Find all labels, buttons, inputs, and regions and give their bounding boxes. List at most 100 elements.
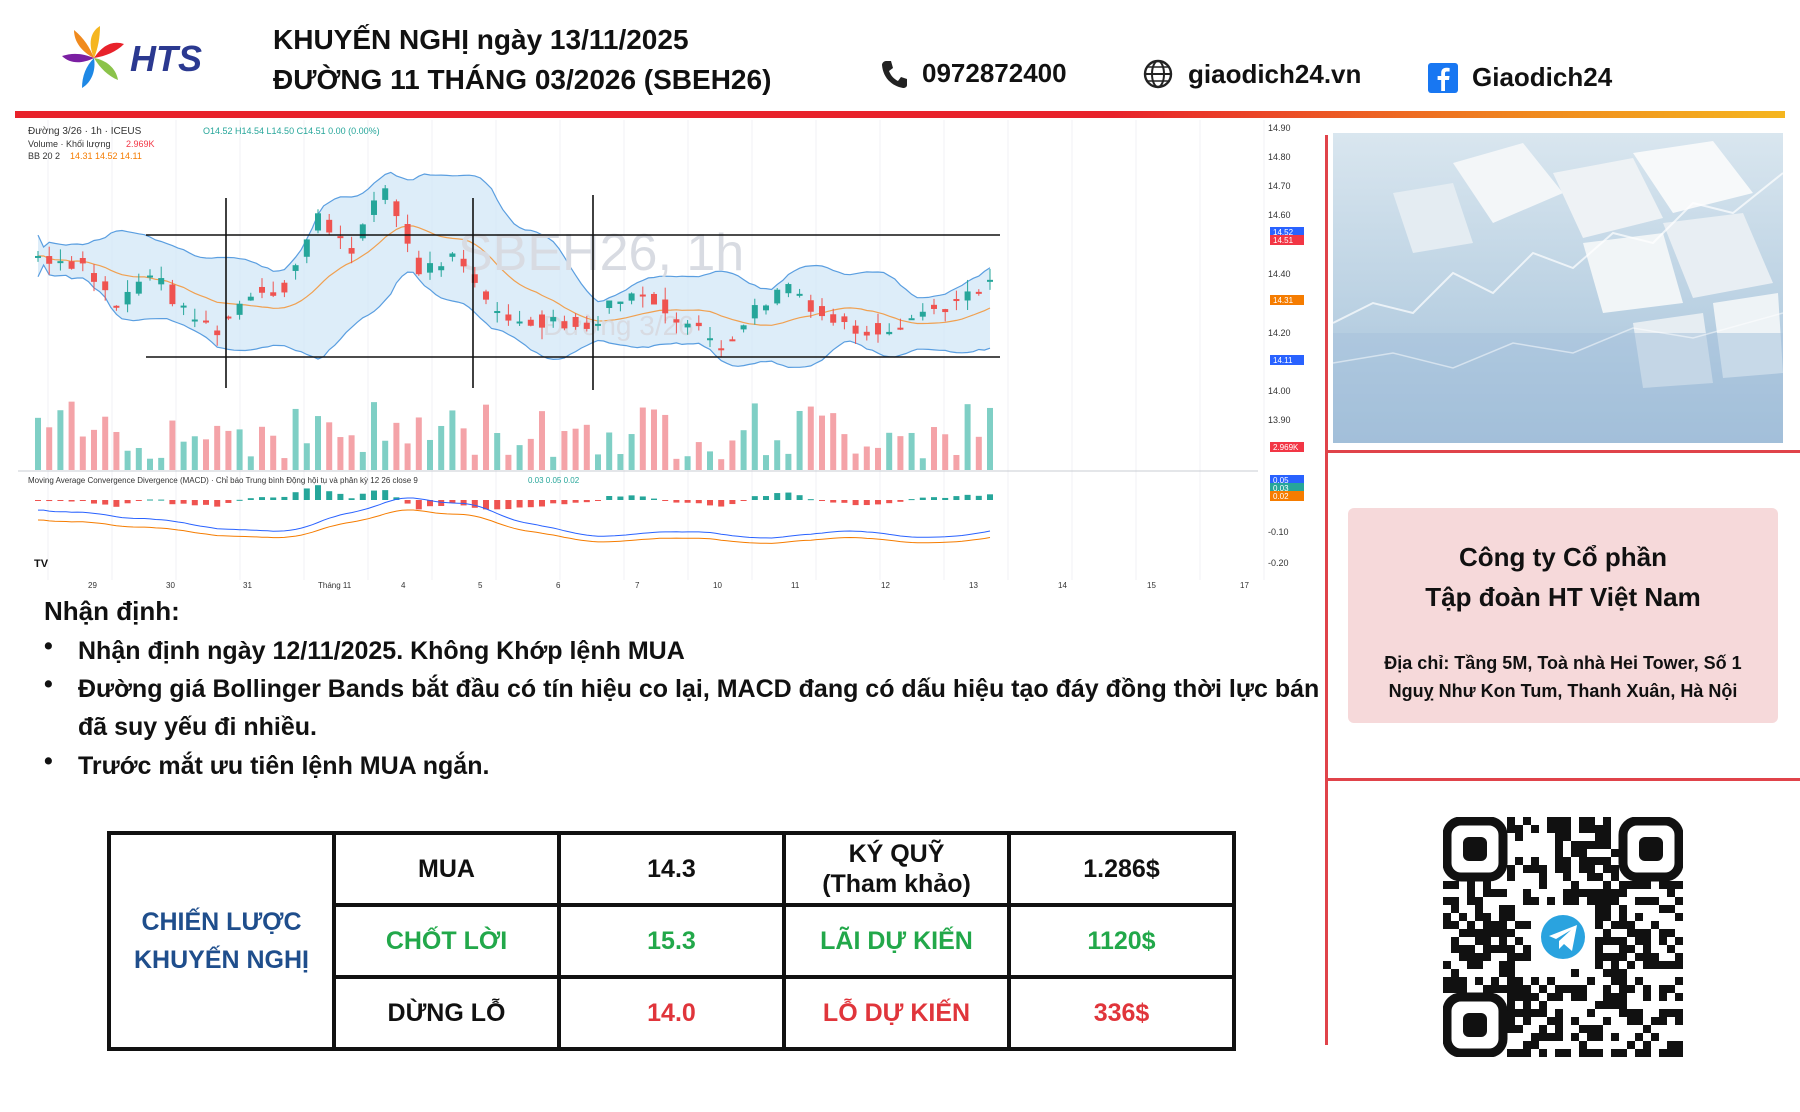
qr-module — [1619, 969, 1627, 977]
price-tag-box — [1270, 491, 1304, 501]
price-chart[interactable]: SBEH26, 1h Đường 3/26 Đường 3/26 · 1h · … — [18, 120, 1308, 590]
qr-module — [1667, 985, 1675, 993]
qr-module — [1491, 985, 1499, 993]
qr-module — [1627, 985, 1635, 993]
qr-module — [1539, 1001, 1547, 1009]
candle — [707, 338, 713, 341]
candle — [595, 323, 601, 326]
qr-module — [1579, 1041, 1587, 1049]
volume-bar — [729, 440, 736, 470]
qr-finder-outer — [1442, 992, 1508, 1058]
qr-module — [1491, 889, 1499, 897]
candle — [348, 248, 355, 254]
qr-module — [1571, 897, 1579, 905]
volume-bar — [46, 427, 53, 470]
candle — [695, 322, 702, 327]
qr-module — [1675, 881, 1683, 889]
macd-histogram-bar — [897, 500, 904, 502]
volume-bar — [214, 425, 221, 470]
strategy-label: CHIẾN LƯỢC KHUYẾN NGHỊ — [107, 831, 336, 1051]
qr-module — [1507, 1001, 1515, 1009]
candle — [113, 305, 120, 308]
qr-module — [1635, 1033, 1643, 1041]
macd-histogram-bar — [371, 490, 377, 500]
metric-margin-line1: KÝ QUỸ — [848, 840, 945, 868]
macd-histogram-bar — [684, 500, 691, 503]
qr-module — [1659, 993, 1667, 1001]
volume-bar — [953, 454, 960, 470]
qr-module — [1523, 1001, 1531, 1009]
macd-label: Moving Average Convergence Divergence (M… — [28, 476, 418, 485]
qr-module — [1523, 817, 1531, 825]
qr-module — [1507, 985, 1515, 993]
candle — [415, 257, 422, 275]
facebook-link[interactable]: Giaodich24 — [1472, 62, 1613, 92]
candle — [259, 286, 265, 293]
qr-module — [1635, 929, 1643, 937]
qr-module — [1531, 1033, 1539, 1041]
macd-histogram-bar — [471, 500, 478, 508]
candle — [169, 284, 176, 305]
qr-module — [1619, 1049, 1627, 1057]
candle — [539, 314, 545, 328]
candle — [68, 261, 75, 269]
qr-module — [1515, 825, 1523, 833]
website-contact[interactable]: giaodich24.vn — [1142, 58, 1361, 90]
qr-module — [1499, 929, 1507, 937]
qr-module — [1627, 1009, 1635, 1017]
volume-bar — [841, 434, 848, 470]
amount-expected-loss: 336$ — [1007, 975, 1236, 1051]
volume-bar — [135, 447, 142, 470]
qr-module — [1667, 881, 1675, 889]
qr-module — [1491, 945, 1499, 953]
qr-module — [1499, 921, 1507, 929]
qr-module — [1507, 1049, 1515, 1057]
price-buy: 14.3 — [557, 831, 786, 907]
qr-module — [1675, 961, 1683, 969]
qr-module — [1627, 929, 1635, 937]
price-axis-tick: 13.90 — [1268, 415, 1291, 425]
qr-module — [1611, 873, 1619, 881]
volume-bar — [359, 451, 366, 470]
qr-module — [1451, 945, 1459, 953]
macd-histogram-bar — [942, 497, 949, 500]
qr-module — [1491, 977, 1499, 985]
candle — [572, 316, 579, 327]
chart-ohlc-label: O14.52 H14.54 L14.50 C14.51 0.00 (0.00%) — [203, 126, 380, 136]
volume-bar — [113, 431, 120, 470]
qr-module — [1523, 953, 1531, 961]
qr-module — [1667, 889, 1675, 897]
chart-canvas[interactable]: SBEH26, 1h Đường 3/26 Đường 3/26 · 1h · … — [18, 120, 1308, 590]
volume-bar — [427, 439, 433, 470]
qr-module — [1523, 1049, 1531, 1057]
macd-histogram-bar — [236, 499, 243, 501]
qr-code[interactable] — [1442, 816, 1684, 1058]
qr-module — [1523, 921, 1531, 929]
volume-bar — [124, 450, 131, 470]
volume-value: 2.969K — [126, 139, 155, 149]
qr-module — [1603, 913, 1611, 921]
qr-module — [1483, 913, 1491, 921]
volume-bar — [169, 420, 176, 470]
facebook-contact[interactable]: Giaodich24 — [1428, 62, 1612, 93]
qr-module — [1475, 937, 1483, 945]
phone-contact[interactable]: 0972872400 — [880, 58, 1067, 89]
volume-bar — [639, 407, 646, 470]
website-link[interactable]: giaodich24.vn — [1188, 58, 1362, 89]
qr-module — [1571, 841, 1579, 849]
qr-module — [1643, 929, 1651, 937]
header-accent-bar — [15, 111, 1785, 118]
candle — [270, 292, 277, 296]
volume-bar — [393, 422, 400, 470]
qr-module — [1659, 937, 1667, 945]
macd-histogram-bar — [527, 500, 534, 508]
qr-module — [1675, 1041, 1683, 1049]
volume-bar — [315, 416, 321, 470]
volume-bar — [617, 454, 624, 470]
analysis-heading: Nhận định: — [44, 596, 180, 626]
volume-bar — [718, 459, 725, 470]
amount-expected-profit: 1120$ — [1007, 903, 1236, 979]
qr-module — [1579, 1049, 1587, 1057]
qr-module — [1515, 1049, 1523, 1057]
qr-module — [1555, 1025, 1563, 1033]
